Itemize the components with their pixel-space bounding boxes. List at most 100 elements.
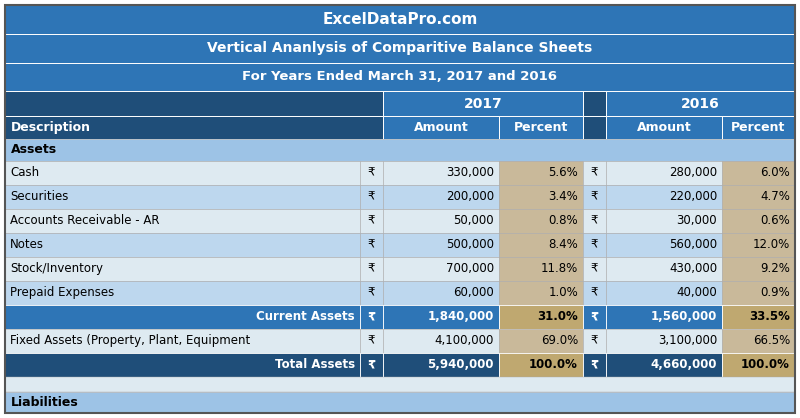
Text: ₹: ₹ bbox=[590, 334, 598, 347]
Bar bbox=[360, 280, 383, 305]
Text: 33.5%: 33.5% bbox=[749, 310, 790, 323]
Bar bbox=[499, 232, 583, 257]
Bar bbox=[583, 92, 606, 116]
Bar bbox=[583, 257, 606, 280]
Text: ₹: ₹ bbox=[368, 214, 375, 227]
Text: ₹: ₹ bbox=[368, 238, 375, 251]
Text: 8.4%: 8.4% bbox=[548, 238, 578, 251]
Bar bbox=[360, 305, 383, 329]
Text: 4,100,000: 4,100,000 bbox=[434, 334, 494, 347]
Bar bbox=[583, 352, 606, 377]
Bar bbox=[499, 329, 583, 352]
Bar bbox=[499, 257, 583, 280]
Text: ₹: ₹ bbox=[590, 310, 598, 323]
Text: For Years Ended March 31, 2017 and 2016: For Years Ended March 31, 2017 and 2016 bbox=[242, 71, 558, 84]
Bar bbox=[722, 184, 795, 209]
Text: 69.0%: 69.0% bbox=[541, 334, 578, 347]
Text: Amount: Amount bbox=[637, 121, 691, 134]
Bar bbox=[360, 161, 383, 184]
Bar bbox=[583, 161, 606, 184]
Text: 1.0%: 1.0% bbox=[548, 286, 578, 299]
Bar bbox=[5, 63, 795, 92]
Text: 430,000: 430,000 bbox=[669, 262, 717, 275]
Bar bbox=[722, 116, 795, 139]
Text: 2016: 2016 bbox=[681, 97, 720, 111]
Bar bbox=[606, 116, 722, 139]
Text: 100.0%: 100.0% bbox=[529, 358, 578, 371]
Text: ₹: ₹ bbox=[368, 334, 375, 347]
Text: ₹: ₹ bbox=[368, 190, 375, 203]
Text: Current Assets: Current Assets bbox=[256, 310, 355, 323]
Text: ₹: ₹ bbox=[590, 214, 598, 227]
Bar bbox=[606, 232, 722, 257]
Text: Vertical Ananlysis of Comparitive Balance Sheets: Vertical Ananlysis of Comparitive Balanc… bbox=[207, 41, 593, 55]
Text: 4,660,000: 4,660,000 bbox=[650, 358, 717, 371]
Bar bbox=[5, 352, 360, 377]
Text: ₹: ₹ bbox=[590, 262, 598, 275]
Text: 60,000: 60,000 bbox=[454, 286, 494, 299]
Bar bbox=[5, 377, 795, 392]
Bar bbox=[383, 329, 499, 352]
Bar bbox=[5, 209, 360, 232]
Bar bbox=[383, 257, 499, 280]
Text: 9.2%: 9.2% bbox=[760, 262, 790, 275]
Text: Cash: Cash bbox=[10, 166, 39, 179]
Text: 560,000: 560,000 bbox=[669, 238, 717, 251]
Bar bbox=[383, 305, 499, 329]
Text: 12.0%: 12.0% bbox=[753, 238, 790, 251]
Bar bbox=[383, 92, 583, 116]
Bar bbox=[583, 280, 606, 305]
Bar bbox=[5, 280, 360, 305]
Text: Amount: Amount bbox=[414, 121, 468, 134]
Text: Percent: Percent bbox=[731, 121, 786, 134]
Text: 0.8%: 0.8% bbox=[548, 214, 578, 227]
Bar bbox=[5, 257, 360, 280]
Text: ₹: ₹ bbox=[367, 358, 375, 371]
Bar bbox=[5, 232, 360, 257]
Text: Securities: Securities bbox=[10, 190, 68, 203]
Text: 100.0%: 100.0% bbox=[741, 358, 790, 371]
Bar bbox=[360, 184, 383, 209]
Bar bbox=[360, 352, 383, 377]
Text: 0.6%: 0.6% bbox=[760, 214, 790, 227]
Text: 3.4%: 3.4% bbox=[548, 190, 578, 203]
Text: ₹: ₹ bbox=[368, 166, 375, 179]
Bar bbox=[499, 161, 583, 184]
Text: 40,000: 40,000 bbox=[676, 286, 717, 299]
Text: Percent: Percent bbox=[514, 121, 568, 134]
Text: ₹: ₹ bbox=[590, 190, 598, 203]
Text: 2017: 2017 bbox=[464, 97, 502, 111]
Text: 1,840,000: 1,840,000 bbox=[428, 310, 494, 323]
Bar bbox=[383, 209, 499, 232]
Text: 220,000: 220,000 bbox=[669, 190, 717, 203]
Bar bbox=[499, 209, 583, 232]
Bar bbox=[722, 257, 795, 280]
Bar bbox=[383, 161, 499, 184]
Text: ₹: ₹ bbox=[590, 358, 598, 371]
Bar bbox=[722, 280, 795, 305]
Bar bbox=[5, 161, 360, 184]
Text: 0.9%: 0.9% bbox=[760, 286, 790, 299]
Bar bbox=[722, 232, 795, 257]
Bar bbox=[5, 392, 795, 413]
Text: ₹: ₹ bbox=[590, 166, 598, 179]
Text: 200,000: 200,000 bbox=[446, 190, 494, 203]
Text: 30,000: 30,000 bbox=[676, 214, 717, 227]
Bar bbox=[606, 280, 722, 305]
Bar bbox=[499, 352, 583, 377]
Bar bbox=[5, 92, 383, 116]
Text: 5,940,000: 5,940,000 bbox=[427, 358, 494, 371]
Bar bbox=[606, 92, 795, 116]
Text: 5.6%: 5.6% bbox=[548, 166, 578, 179]
Text: Description: Description bbox=[11, 121, 91, 134]
Bar bbox=[606, 257, 722, 280]
Bar bbox=[499, 305, 583, 329]
Text: ₹: ₹ bbox=[367, 310, 375, 323]
Bar bbox=[583, 209, 606, 232]
Bar bbox=[722, 352, 795, 377]
Bar bbox=[360, 329, 383, 352]
Text: 330,000: 330,000 bbox=[446, 166, 494, 179]
Bar bbox=[583, 116, 606, 139]
Bar bbox=[606, 329, 722, 352]
Text: ExcelDataPro.com: ExcelDataPro.com bbox=[322, 12, 478, 27]
